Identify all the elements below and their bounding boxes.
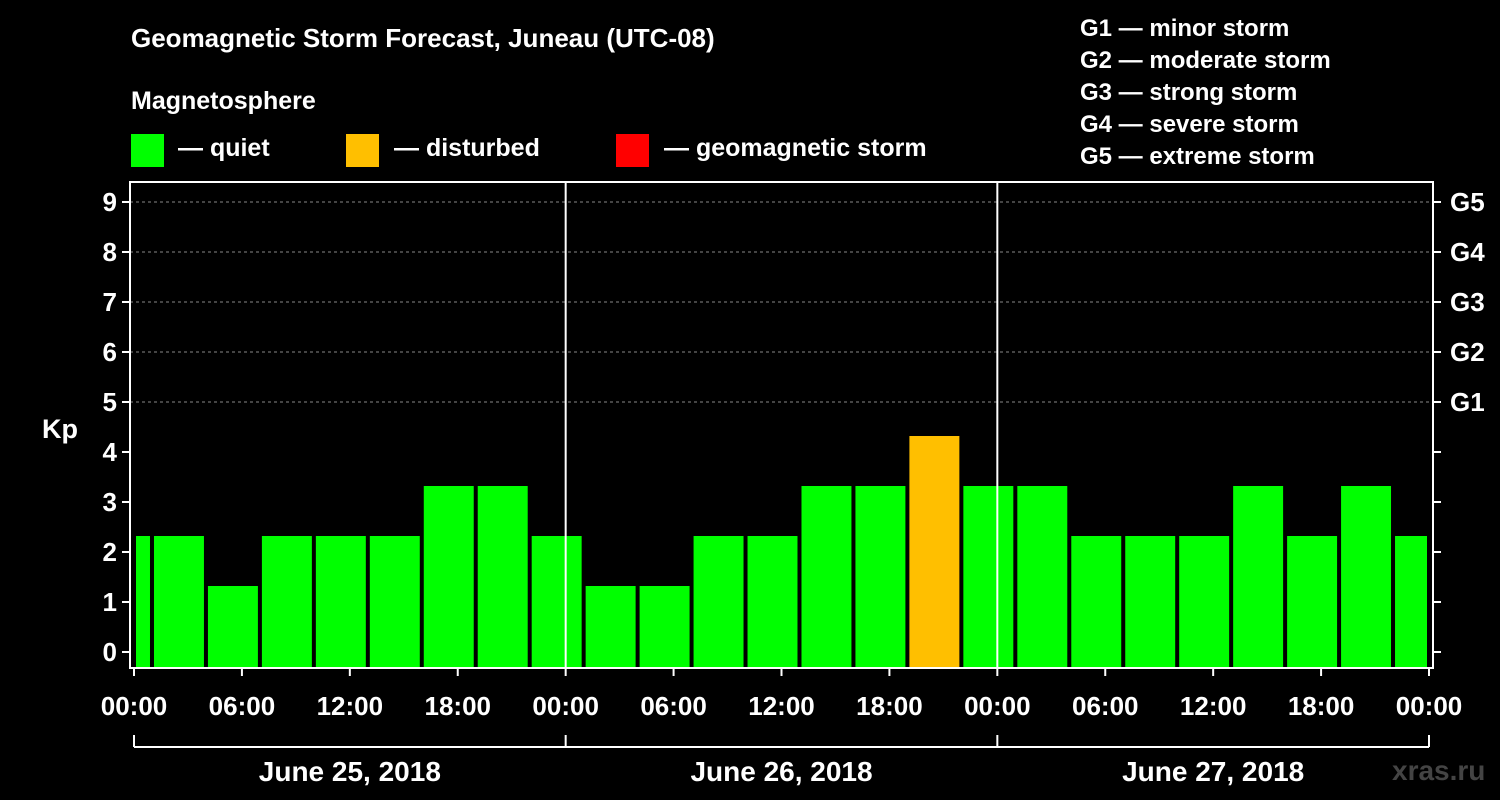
- x-tick-label: 06:00: [1072, 691, 1139, 721]
- kp-bar: [585, 586, 636, 668]
- kp-bar: [693, 536, 744, 668]
- watermark: xras.ru: [1392, 755, 1486, 786]
- g-scale-g3: G3 — strong storm: [1080, 79, 1298, 106]
- legend-swatch-storm: [616, 134, 649, 167]
- kp-bar: [1233, 486, 1284, 668]
- g-scale-g1: G1 — minor storm: [1080, 15, 1290, 42]
- kp-bar: [1125, 536, 1176, 668]
- g-axis-label: G1: [1450, 387, 1485, 417]
- y-tick-label: 4: [103, 437, 118, 467]
- kp-bar: [423, 486, 474, 668]
- y-tick-label: 9: [103, 187, 117, 217]
- date-label: June 26, 2018: [690, 756, 872, 787]
- x-tick-label: 12:00: [317, 691, 384, 721]
- y-tick-label: 0: [103, 637, 117, 667]
- x-tick-label: 00:00: [964, 691, 1031, 721]
- kp-bar: [1341, 486, 1392, 668]
- g-axis-label: G3: [1450, 287, 1485, 317]
- kp-bar: [747, 536, 798, 668]
- date-label: June 27, 2018: [1122, 756, 1304, 787]
- x-tick-label: 18:00: [425, 691, 492, 721]
- y-tick-label: 7: [103, 287, 117, 317]
- y-tick-label: 2: [103, 537, 117, 567]
- kp-bar: [801, 486, 852, 668]
- y-tick-label: 5: [103, 387, 117, 417]
- y-tick-label: 3: [103, 487, 117, 517]
- chart-title: Geomagnetic Storm Forecast, Juneau (UTC-…: [131, 23, 715, 53]
- kp-bar: [1395, 536, 1427, 668]
- kp-bar: [315, 536, 366, 668]
- x-tick-label: 18:00: [856, 691, 923, 721]
- kp-bar: [153, 536, 204, 668]
- x-tick-label: 00:00: [101, 691, 168, 721]
- g-scale-g2: G2 — moderate storm: [1080, 47, 1331, 74]
- legend-swatch-quiet: [131, 134, 164, 167]
- x-tick-label: 18:00: [1288, 691, 1355, 721]
- legend-label-storm: — geomagnetic storm: [664, 134, 927, 162]
- kp-bar: [369, 536, 420, 668]
- y-tick-label: 1: [103, 587, 117, 617]
- kp-bar: [1179, 536, 1230, 668]
- x-tick-label: 12:00: [1180, 691, 1247, 721]
- kp-bar: [136, 536, 150, 668]
- kp-bar: [1017, 486, 1068, 668]
- g-axis-label: G2: [1450, 337, 1485, 367]
- g-scale-g5: G5 — extreme storm: [1080, 143, 1315, 170]
- g-axis-label: G4: [1450, 237, 1485, 267]
- kp-bar: [909, 436, 960, 668]
- g-axis-label: G5: [1450, 187, 1485, 217]
- x-tick-label: 12:00: [748, 691, 815, 721]
- kp-bar: [855, 486, 906, 668]
- y-tick-label: 8: [103, 237, 117, 267]
- x-tick-label: 06:00: [209, 691, 276, 721]
- y-tick-label: 6: [103, 337, 117, 367]
- kp-bar: [963, 486, 1014, 668]
- kp-bar: [261, 536, 312, 668]
- date-label: June 25, 2018: [259, 756, 441, 787]
- magnetosphere-heading: Magnetosphere: [131, 87, 316, 115]
- kp-bar: [531, 536, 582, 668]
- x-tick-label: 00:00: [532, 691, 599, 721]
- x-tick-label: 00:00: [1396, 691, 1463, 721]
- legend-label-quiet: — quiet: [178, 134, 270, 162]
- y-axis-label: Kp: [42, 414, 78, 444]
- g-scale-g4: G4 — severe storm: [1080, 111, 1299, 138]
- legend-swatch-disturbed: [346, 134, 379, 167]
- kp-bar: [639, 586, 690, 668]
- kp-bar: [207, 586, 258, 668]
- legend-label-disturbed: — disturbed: [394, 134, 540, 162]
- kp-bar: [1071, 536, 1122, 668]
- kp-bar: [1287, 536, 1338, 668]
- x-tick-label: 06:00: [640, 691, 707, 721]
- kp-bar: [477, 486, 528, 668]
